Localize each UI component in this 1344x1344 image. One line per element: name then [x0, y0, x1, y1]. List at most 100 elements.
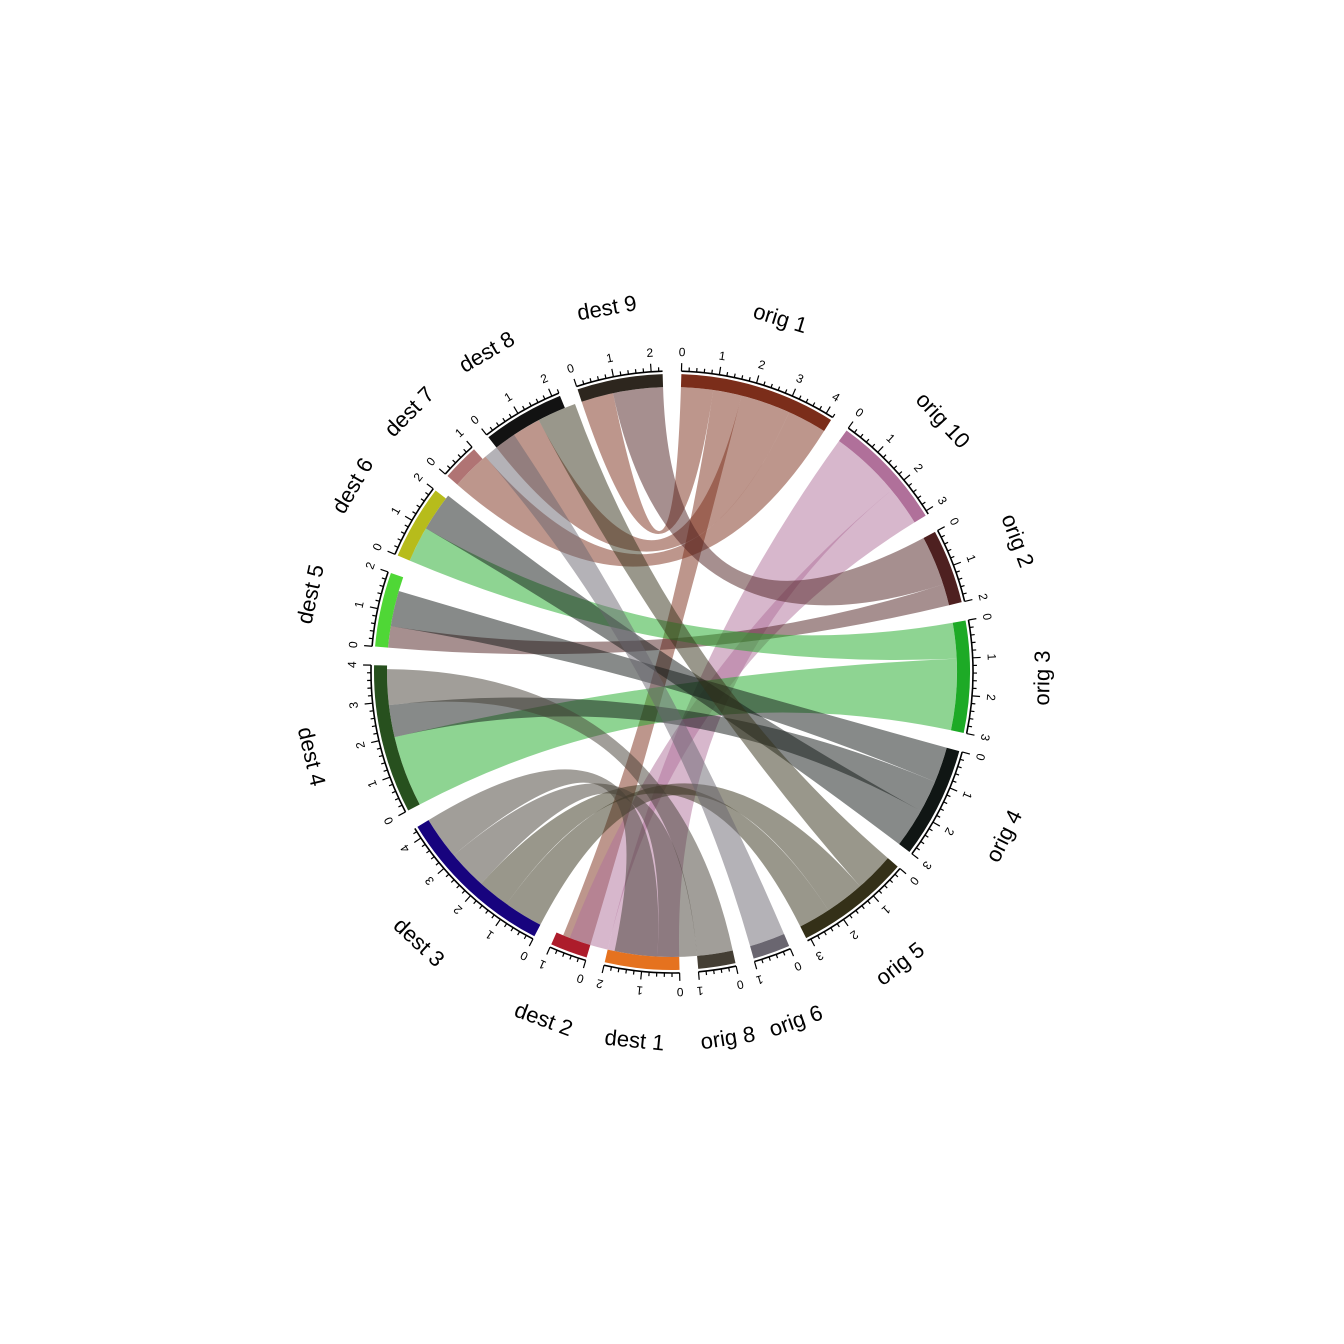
- major-tick-dest-4: [371, 740, 380, 744]
- tick-label-orig-2: 0: [947, 515, 963, 528]
- minor-tick-orig-1: [770, 383, 773, 388]
- major-tick-dest-4: [398, 811, 406, 817]
- tick-label-orig-8: 1: [696, 983, 704, 998]
- minor-tick-orig-8: [720, 968, 723, 973]
- tick-label-orig-4: 0: [973, 752, 988, 762]
- minor-tick-orig-2: [962, 592, 967, 595]
- chord-link-20: [428, 769, 659, 957]
- minor-tick-dest-6: [420, 498, 425, 502]
- minor-tick-dest-9: [582, 380, 585, 385]
- tick-label-orig-2: 2: [976, 592, 991, 602]
- minor-tick-orig-1: [711, 369, 713, 374]
- tick-label-dest-5: 0: [346, 640, 361, 648]
- minor-tick-dest-3: [510, 927, 514, 932]
- minor-tick-orig-2: [958, 577, 963, 581]
- minor-tick-orig-3: [967, 725, 973, 728]
- major-tick-dest-3: [413, 837, 422, 843]
- minor-tick-orig-10: [865, 438, 870, 443]
- major-tick-orig-10: [903, 474, 911, 481]
- major-tick-orig-2: [937, 526, 945, 531]
- sector-orig-5: [800, 858, 898, 939]
- sector-label-dest-1: dest 1: [604, 1025, 666, 1056]
- sector-orig-4: [899, 747, 960, 853]
- major-tick-dest-6: [387, 550, 396, 555]
- minor-tick-dest-3: [413, 831, 418, 835]
- sector-dest-7: [447, 449, 483, 485]
- tick-label-dest-1: 2: [595, 976, 605, 991]
- minor-tick-orig-4: [959, 758, 965, 762]
- tick-label-dest-4: 3: [346, 701, 361, 709]
- minor-tick-dest-8: [522, 405, 526, 410]
- axis-orig-4: [911, 751, 963, 855]
- minor-tick-dest-6: [412, 511, 417, 515]
- tick-label-dest-9: 2: [646, 346, 654, 360]
- sector-label-dest-9: dest 9: [575, 290, 638, 325]
- sector-dest-3: [417, 820, 541, 937]
- tick-label-orig-1: 1: [718, 349, 727, 364]
- tick-label-orig-10: 1: [883, 431, 898, 446]
- chord-link-17: [485, 434, 785, 947]
- tick-label-dest-7: 1: [452, 425, 467, 440]
- tick-label-dest-2: 1: [536, 957, 548, 973]
- major-tick-orig-2: [953, 561, 962, 566]
- minor-tick-dest-6: [416, 504, 421, 508]
- major-tick-dest-5: [369, 606, 378, 610]
- minor-tick-orig-2: [960, 585, 965, 588]
- minor-tick-dest-2: [562, 952, 565, 957]
- minor-tick-dest-8: [508, 413, 512, 418]
- minor-tick-orig-6: [768, 956, 771, 961]
- sector-label-orig-6: orig 6: [766, 1000, 826, 1042]
- minor-tick-orig-2: [944, 541, 949, 545]
- minor-tick-orig-10: [898, 471, 903, 475]
- major-tick-orig-4: [911, 853, 919, 860]
- minor-tick-dest-5: [375, 599, 380, 602]
- tick-label-orig-10: 0: [853, 405, 867, 420]
- tick-label-orig-5: 3: [813, 948, 826, 964]
- tick-label-dest-3: 2: [450, 902, 465, 917]
- sector-label-dest-5: dest 5: [292, 562, 329, 626]
- minor-tick-dest-8: [495, 422, 500, 427]
- chord-link-14: [538, 404, 888, 887]
- tick-label-dest-4: 0: [381, 814, 397, 827]
- tick-label-dest-2: 0: [575, 971, 586, 986]
- tick-label-orig-4: 3: [919, 858, 934, 872]
- sector-orig-2: [923, 531, 962, 606]
- chord-link-7: [612, 387, 944, 606]
- minor-tick-orig-5: [878, 890, 883, 894]
- minor-tick-dest-5: [372, 614, 377, 617]
- minor-tick-dest-9: [596, 376, 600, 381]
- sector-label-orig-4: orig 4: [980, 806, 1027, 866]
- major-tick-dest-9: [573, 378, 578, 387]
- minor-tick-orig-4: [936, 814, 941, 818]
- sector-orig-1: [680, 374, 832, 431]
- major-tick-dest-8: [548, 388, 553, 397]
- minor-tick-dest-3: [479, 905, 483, 910]
- minor-tick-orig-1: [798, 395, 802, 400]
- minor-tick-orig-4: [920, 840, 925, 845]
- minor-tick-dest-8: [542, 395, 546, 400]
- minor-tick-dest-2: [569, 955, 572, 960]
- sector-dest-1: [604, 949, 680, 970]
- sector-label-orig-10: orig 10: [911, 387, 975, 453]
- chord-link-13: [425, 495, 921, 845]
- minor-tick-orig-1: [819, 405, 823, 410]
- major-tick-orig-4: [932, 821, 941, 827]
- major-tick-dest-3: [437, 867, 445, 875]
- major-tick-dest-6: [404, 515, 413, 521]
- major-tick-dest-4: [364, 702, 373, 705]
- minor-tick-dest-3: [485, 909, 489, 914]
- minor-tick-dest-7: [452, 459, 456, 464]
- minor-tick-dest-5: [381, 577, 386, 580]
- minor-tick-dest-5: [377, 592, 382, 595]
- minor-tick-orig-10: [882, 454, 887, 458]
- chord-link-18: [386, 669, 733, 956]
- minor-tick-dest-5: [379, 584, 384, 588]
- tick-label-dest-9: 1: [605, 351, 615, 366]
- minor-tick-orig-5: [883, 884, 888, 889]
- major-tick-dest-1: [601, 965, 605, 974]
- tick-label-dest-6: 2: [411, 470, 426, 484]
- minor-tick-orig-4: [928, 828, 933, 832]
- major-tick-orig-3: [966, 732, 975, 736]
- minor-tick-orig-1: [777, 386, 781, 391]
